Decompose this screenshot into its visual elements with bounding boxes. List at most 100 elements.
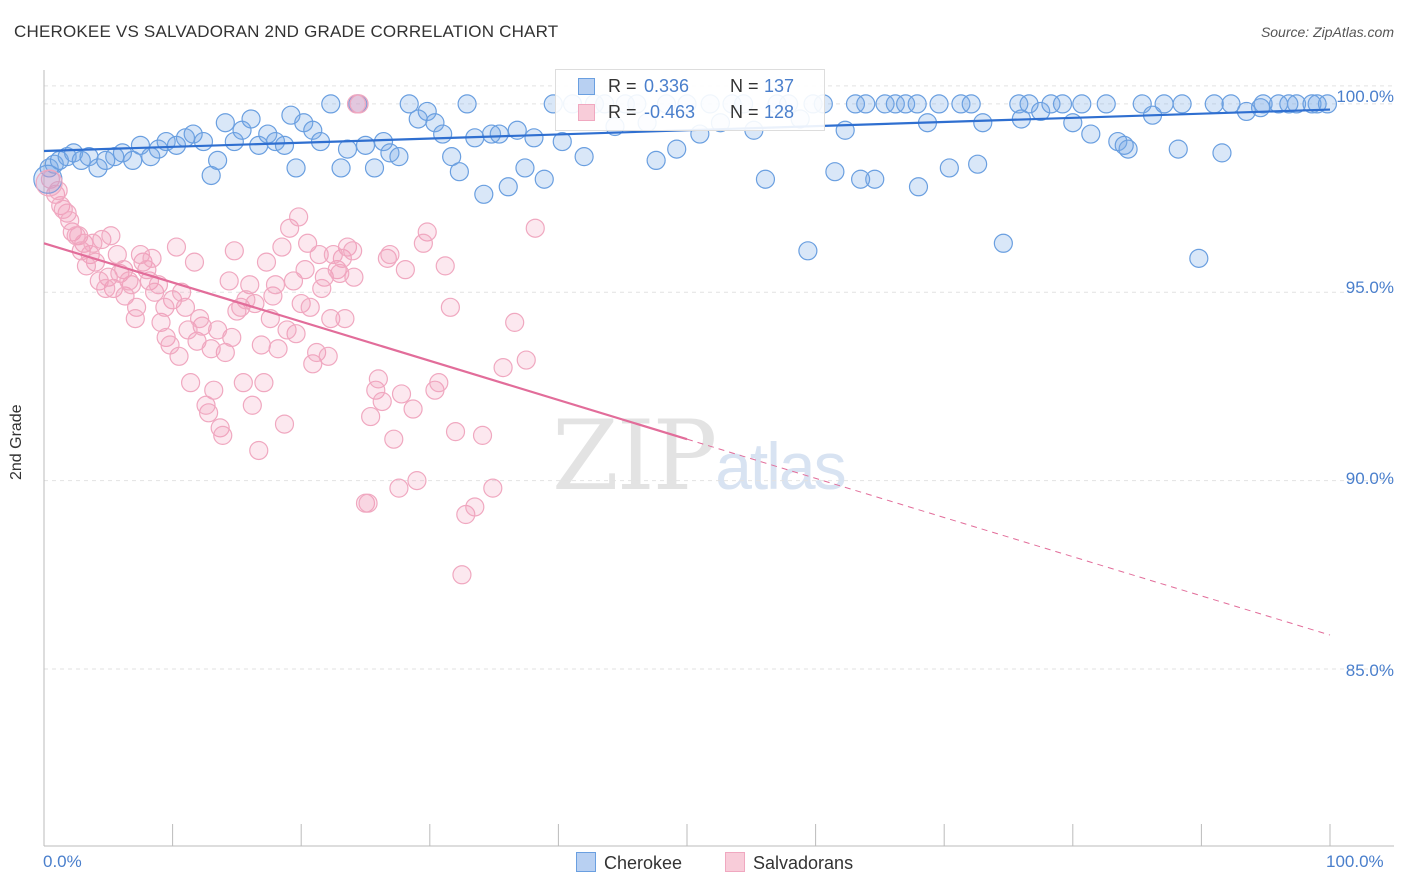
bottom-legend-cherokee: Cherokee <box>576 852 682 874</box>
cherokee-point <box>1302 94 1322 114</box>
cherokee-point <box>515 158 535 178</box>
salvadoran-point <box>295 260 315 280</box>
salvadoran-point <box>361 406 381 427</box>
cherokee-point <box>208 150 228 171</box>
salvadoran-cluster-point <box>35 169 63 197</box>
salvadoran-point <box>303 354 323 374</box>
cherokee-point <box>481 124 502 144</box>
cherokee-point <box>973 113 993 133</box>
salvadoran-point <box>160 335 180 355</box>
cherokee-point <box>1286 94 1307 114</box>
salvadoran-point <box>115 286 135 306</box>
y-tick-label-85: 85.0% <box>1345 661 1394 680</box>
salvadoran-point <box>403 399 423 419</box>
cherokee-point <box>449 162 469 182</box>
cherokee-point <box>1118 139 1138 159</box>
salvadoran-point <box>452 565 472 585</box>
cherokee-point <box>1154 94 1174 114</box>
trend-lines <box>43 108 1331 636</box>
source-label: Source: ZipAtlas.com <box>1260 24 1394 40</box>
legend-swatch-salvadoran <box>578 104 595 121</box>
legend-swatch-cherokee <box>578 78 595 95</box>
cherokee-point <box>215 113 235 133</box>
salvadoran-point <box>346 94 367 114</box>
cherokee-point <box>1072 94 1092 114</box>
salvadoran-point <box>204 380 224 400</box>
cherokee-point <box>1279 94 1299 114</box>
salvadoran-point <box>199 403 219 423</box>
cherokee-point <box>474 184 494 204</box>
salvadoran-point <box>417 222 437 242</box>
cherokee-point <box>425 113 445 133</box>
cherokee-point <box>1063 113 1083 133</box>
salvadoran-point <box>233 373 253 393</box>
cherokee-point <box>286 158 306 178</box>
cherokee-point <box>303 120 323 140</box>
salvadoran-point <box>483 478 503 498</box>
salvadoran-point <box>175 297 196 317</box>
salvadoran-point <box>493 357 513 378</box>
salvadoran-trend-line <box>43 242 688 441</box>
salvadoran-point <box>343 241 363 261</box>
salvadoran-point <box>413 233 433 253</box>
cherokee-point <box>1307 94 1327 114</box>
cherokee-point <box>1250 98 1271 118</box>
salvadoran-point <box>265 275 286 295</box>
salvadoran-point <box>125 309 145 329</box>
salvadoran-point <box>516 350 536 370</box>
salvadoran-point <box>196 395 216 415</box>
cherokee-point <box>851 169 871 189</box>
cherokee-point <box>399 94 419 114</box>
cherokee-point <box>875 94 895 114</box>
cherokee-point <box>1168 139 1188 159</box>
stats-legend: R = 0.336 N = 137 R = -0.463 N = 128 <box>555 69 825 131</box>
legend-r-value-salvadoran: -0.463 <box>644 102 696 122</box>
bottom-legend-label-salvadorans: Salvadorans <box>753 853 854 873</box>
cherokee-point <box>896 94 916 114</box>
cherokee-point <box>993 233 1013 253</box>
cherokee-point <box>373 131 394 152</box>
cherokee-point <box>1096 94 1116 114</box>
cherokee-point <box>825 162 845 182</box>
cherokee-point <box>498 177 518 197</box>
salvadoran-point <box>289 207 309 227</box>
salvadoran-point <box>219 271 239 291</box>
salvadoran-point <box>321 309 341 329</box>
cherokee-point <box>755 169 776 189</box>
cherokee-point <box>331 158 351 178</box>
salvadoran-point <box>525 218 545 238</box>
cherokee-point <box>123 150 143 171</box>
cherokee-point <box>929 94 949 114</box>
salvadoran-point <box>435 256 455 276</box>
salvadoran-point <box>366 380 386 400</box>
salvadoran-point <box>380 244 400 265</box>
salvadoran-point <box>505 312 525 332</box>
salvadoran-point <box>263 286 283 306</box>
salvadoran-point <box>465 497 485 517</box>
cherokee-point <box>457 94 477 114</box>
salvadoran-point <box>101 226 121 246</box>
salvadoran-point <box>249 440 269 461</box>
cherokee-point <box>968 154 988 174</box>
salvadoran-point <box>312 278 332 299</box>
watermark-zip: ZIP <box>552 400 717 512</box>
cherokee-point <box>1212 143 1232 163</box>
cherokee-point <box>951 94 971 114</box>
cherokee-point <box>1009 94 1029 114</box>
cherokee-point <box>961 94 981 114</box>
salvadoran-point <box>372 391 392 412</box>
salvadoran-point <box>213 425 233 445</box>
cherokee-point <box>908 177 929 197</box>
salvadoran-point <box>445 422 466 442</box>
salvadoran-point <box>151 312 171 332</box>
salvadoran-point <box>277 320 297 340</box>
salvadoran-point <box>391 384 412 404</box>
salvadoran-point <box>344 267 364 287</box>
y-tick-label-90: 90.0% <box>1345 469 1394 488</box>
salvadoran-point <box>89 271 109 291</box>
cherokee-point <box>364 158 385 178</box>
watermark-atlas: atlas <box>715 429 846 503</box>
bottom-legend-label-cherokee: Cherokee <box>604 853 683 873</box>
cherokee-point <box>442 147 462 167</box>
